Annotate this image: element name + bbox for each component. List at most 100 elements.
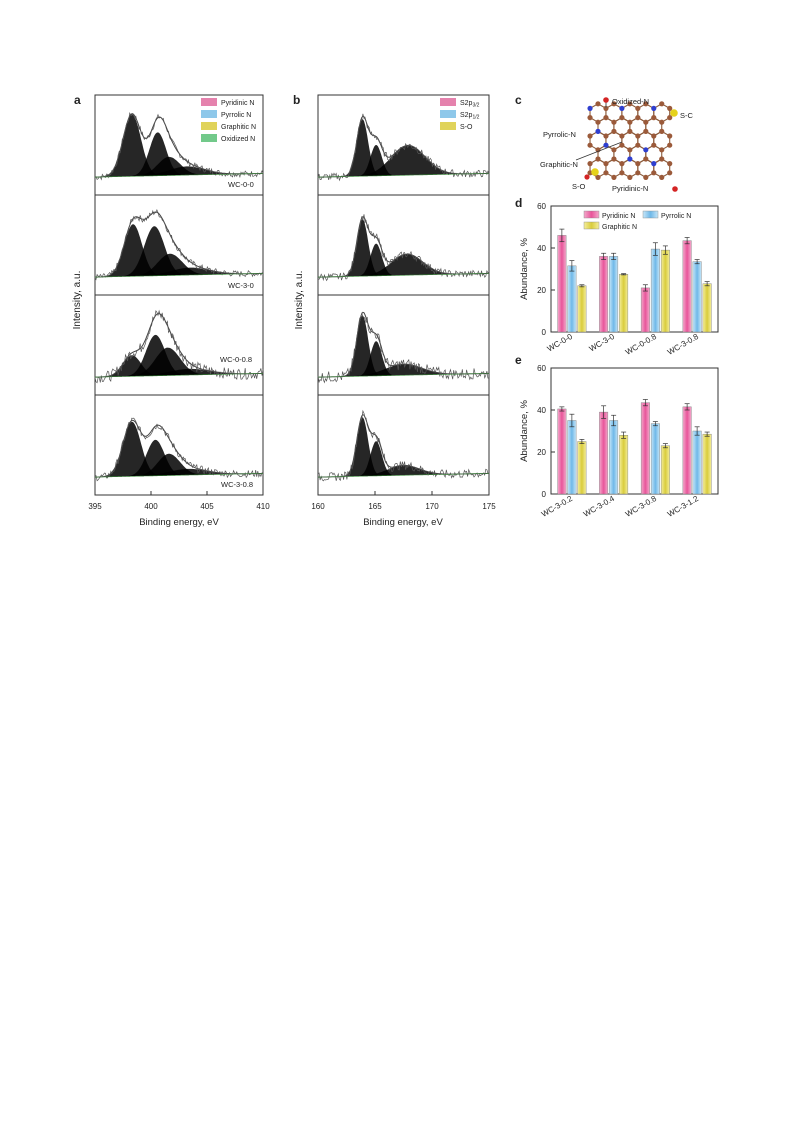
- panel-e-label: e: [515, 353, 522, 367]
- d-ytick-label: 0: [542, 328, 547, 337]
- carbon-atom: [659, 147, 665, 153]
- b-xtick-label: 165: [368, 502, 382, 511]
- bar: [577, 285, 587, 333]
- legend-swatch-s2p12: [440, 110, 456, 118]
- carbon-atom: [611, 119, 617, 125]
- fit-component: [318, 119, 489, 178]
- raw-data-trace: [317, 113, 490, 182]
- bar: [692, 261, 702, 333]
- carbon-atom: [643, 101, 649, 107]
- carbon-atom: [659, 119, 665, 125]
- panel-d-label: d: [515, 196, 522, 210]
- carbon-atom: [595, 174, 601, 180]
- carbon-atom: [659, 128, 665, 134]
- fit-component: [95, 224, 263, 278]
- panel-b-frame-3: [317, 294, 490, 396]
- fit-component: [318, 417, 489, 478]
- baseline: [95, 473, 263, 478]
- fit-component: [318, 315, 489, 378]
- d-ytick-label: 60: [537, 202, 546, 211]
- bar: [609, 420, 619, 495]
- bar: [599, 411, 609, 495]
- panel-d-yticks: 0 20 40 60: [537, 202, 546, 337]
- carbon-atom: [635, 142, 641, 148]
- carbon-atom: [619, 161, 625, 167]
- legend-swatch-pyrrolic: [201, 110, 217, 118]
- carbon-atom: [643, 119, 649, 125]
- bar: [692, 430, 702, 495]
- sample-label-3: WC-0-0.8: [220, 355, 252, 364]
- b-xtick-label: 175: [482, 502, 496, 511]
- d-legend-swatch-pyrrolic: [642, 210, 659, 219]
- fit-component: [95, 166, 263, 178]
- d-legend-label-pyridinic: Pyridinic N: [602, 213, 635, 220]
- fit-component: [318, 219, 489, 278]
- bar: [702, 283, 712, 333]
- panel-a-frame-4: [94, 394, 264, 496]
- fit-component: [95, 368, 263, 378]
- carbon-atom: [635, 161, 641, 167]
- carbon-atom: [651, 142, 657, 148]
- carbon-atom: [667, 133, 673, 139]
- raw-data-trace: [317, 214, 490, 282]
- panel-a-frames: [94, 94, 264, 496]
- raw-data-trace: [317, 409, 490, 482]
- sulfur-atom: [670, 109, 678, 117]
- e-xtick-label: WC-3-0.8: [624, 494, 659, 519]
- carbon-atom: [627, 174, 633, 180]
- e-ytick-label: 40: [537, 406, 546, 415]
- label-s-o: S-O: [572, 182, 586, 191]
- panel-a-ylabel: Intensity, a.u.: [72, 271, 83, 330]
- bar: [702, 433, 712, 495]
- label-s-c: S-C: [680, 111, 694, 120]
- d-ytick-label: 20: [537, 286, 546, 295]
- fit-component: [318, 145, 489, 178]
- d-legend-label-graphitic: Graphitic N: [602, 224, 637, 231]
- carbon-atom: [627, 119, 633, 125]
- d-legend-swatch-graphitic: [583, 221, 600, 230]
- bar: [557, 408, 567, 495]
- bar: [609, 256, 619, 333]
- oxygen-atom: [672, 186, 678, 192]
- baseline: [95, 373, 263, 378]
- bar: [557, 235, 567, 333]
- sulfur-atom: [591, 168, 599, 176]
- fit-component: [95, 421, 263, 478]
- panel-b-frames: [317, 94, 490, 496]
- legend-label-oxidized: Oxidized N: [221, 136, 255, 143]
- nitrogen-atom: [619, 105, 625, 111]
- panel-a-xticks: 395 400 405 410: [88, 491, 270, 511]
- carbon-atom: [667, 161, 673, 167]
- legend-swatch-graphitic: [201, 122, 217, 130]
- carbon-atom: [611, 128, 617, 134]
- bar: [577, 441, 587, 495]
- e-ytick-label: 20: [537, 448, 546, 457]
- fit-component: [95, 114, 263, 178]
- panel-c-label: c: [515, 93, 522, 107]
- d-xtick-label: WC-0-0: [546, 332, 575, 354]
- carbon-atom: [651, 115, 657, 121]
- carbon-atom: [595, 101, 601, 107]
- d-legend-label-pyrrolic: Pyrrolic N: [661, 213, 691, 220]
- carbon-atom: [635, 105, 641, 111]
- d-xtick-label: WC-0-0.8: [624, 332, 659, 357]
- nitrogen-atom: [651, 105, 657, 111]
- carbon-atom: [619, 133, 625, 139]
- legend-label-pyridinic: Pyridinic N: [221, 100, 254, 107]
- carbon-atom: [627, 128, 633, 134]
- bar: [567, 265, 577, 333]
- legend-label-so: S-O: [460, 124, 473, 131]
- legend-swatch-pyridinic: [201, 98, 217, 106]
- carbon-atom: [635, 115, 641, 121]
- bar: [599, 256, 609, 333]
- label-pyrrolic-n: Pyrrolic-N: [543, 130, 576, 139]
- carbon-atom: [587, 115, 593, 121]
- panel-b-ylabel: Intensity, a.u.: [294, 271, 305, 330]
- fit-component: [95, 267, 263, 278]
- d-xtick-label: WC-3-0: [588, 332, 617, 354]
- label-pyridinic-n: Pyridinic-N: [612, 184, 648, 193]
- carbon-atom: [643, 156, 649, 162]
- panel-b-frame-1: [317, 94, 490, 196]
- panel-d-ylabel: Abundance, %: [519, 238, 530, 300]
